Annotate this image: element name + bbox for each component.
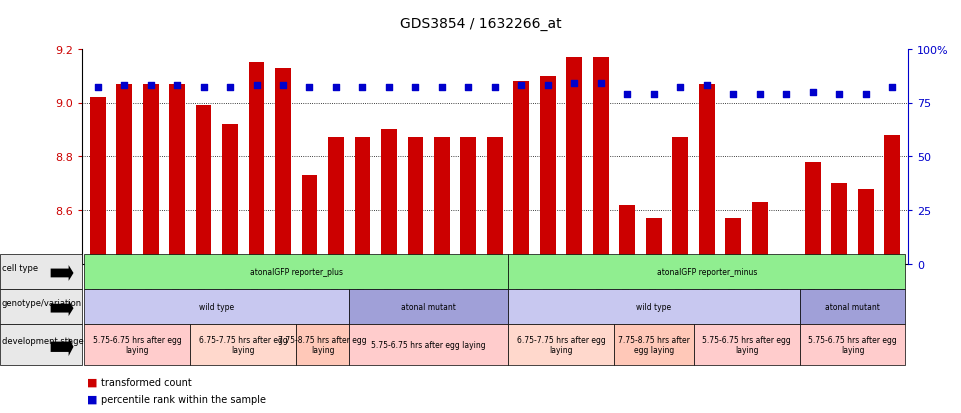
Bar [434, 138, 450, 264]
Point [567, 81, 582, 87]
Bar [858, 189, 874, 264]
Point [169, 83, 185, 89]
Text: genotype/variation: genotype/variation [2, 299, 82, 308]
Point [434, 85, 450, 92]
Bar [699, 84, 715, 264]
Point [329, 85, 344, 92]
Bar [302, 176, 317, 264]
Text: ■: ■ [86, 377, 97, 387]
Point [831, 91, 847, 98]
Text: 7.75-8.75 hrs after egg
laying: 7.75-8.75 hrs after egg laying [279, 335, 367, 354]
Text: GDS3854 / 1632266_at: GDS3854 / 1632266_at [400, 17, 561, 31]
Bar [487, 138, 503, 264]
Point [884, 85, 899, 92]
Bar [513, 82, 530, 264]
Text: atonalGFP reporter_plus: atonalGFP reporter_plus [250, 267, 343, 276]
Bar [460, 138, 477, 264]
Text: ■: ■ [86, 394, 97, 404]
Point [460, 85, 476, 92]
Text: 6.75-7.75 hrs after egg
laying: 6.75-7.75 hrs after egg laying [517, 335, 605, 354]
Point [726, 91, 741, 98]
Point [514, 83, 530, 89]
Bar [407, 138, 424, 264]
Bar [355, 138, 370, 264]
Point [143, 83, 159, 89]
Point [382, 85, 397, 92]
Bar [89, 98, 106, 264]
Point [196, 85, 211, 92]
Text: 7.75-8.75 hrs after
egg laying: 7.75-8.75 hrs after egg laying [618, 335, 690, 354]
Bar [116, 84, 132, 264]
Text: wild type: wild type [636, 302, 672, 311]
Point [593, 81, 608, 87]
Bar [275, 68, 291, 264]
Point [275, 83, 290, 89]
Bar [381, 130, 397, 264]
Point [673, 85, 688, 92]
Point [805, 89, 821, 96]
Point [116, 83, 132, 89]
Point [700, 83, 715, 89]
Bar [196, 106, 211, 264]
Point [487, 85, 503, 92]
Bar [673, 138, 688, 264]
Text: 5.75-6.75 hrs after egg
laying: 5.75-6.75 hrs after egg laying [808, 335, 897, 354]
Text: atonal mutant: atonal mutant [825, 302, 880, 311]
Bar [593, 57, 609, 264]
Point [540, 83, 555, 89]
Point [778, 91, 794, 98]
Bar [831, 184, 848, 264]
Bar [249, 63, 264, 264]
Text: atonal mutant: atonal mutant [402, 302, 456, 311]
Point [752, 91, 768, 98]
Text: cell type: cell type [2, 263, 38, 273]
Point [620, 91, 635, 98]
Bar [752, 202, 768, 264]
Bar [328, 138, 344, 264]
Text: development stage: development stage [2, 336, 84, 345]
Text: 6.75-7.75 hrs after egg
laying: 6.75-7.75 hrs after egg laying [199, 335, 287, 354]
Text: 5.75-6.75 hrs after egg
laying: 5.75-6.75 hrs after egg laying [702, 335, 791, 354]
Point [355, 85, 370, 92]
Bar [222, 125, 238, 264]
Text: atonalGFP reporter_minus: atonalGFP reporter_minus [656, 267, 757, 276]
Point [222, 85, 237, 92]
Text: transformed count: transformed count [101, 377, 191, 387]
Bar [142, 84, 159, 264]
Text: percentile rank within the sample: percentile rank within the sample [101, 394, 266, 404]
Bar [169, 84, 185, 264]
Text: wild type: wild type [199, 302, 234, 311]
Bar [566, 57, 582, 264]
Point [90, 85, 106, 92]
Point [302, 85, 317, 92]
Point [858, 91, 874, 98]
Bar [726, 218, 741, 264]
Point [407, 85, 423, 92]
Bar [646, 218, 662, 264]
Bar [884, 135, 900, 264]
Bar [620, 205, 635, 264]
Point [249, 83, 264, 89]
Point [646, 91, 661, 98]
Bar [804, 162, 821, 264]
Text: 5.75-6.75 hrs after egg
laying: 5.75-6.75 hrs after egg laying [93, 335, 182, 354]
Bar [540, 76, 555, 264]
Text: 5.75-6.75 hrs after egg laying: 5.75-6.75 hrs after egg laying [371, 340, 486, 349]
